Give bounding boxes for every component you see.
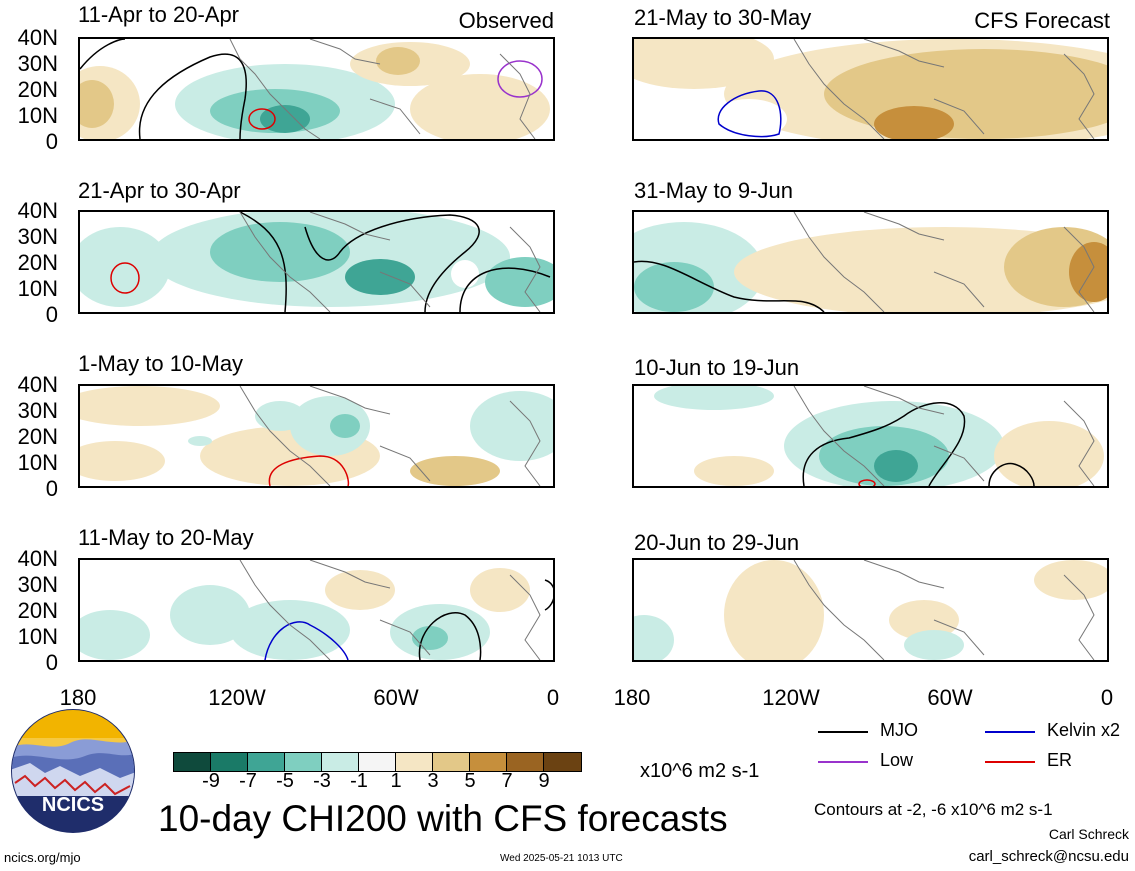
contours-note: Contours at -2, -6 x10^6 m2 s-1 bbox=[814, 800, 1053, 819]
map-panel-31may-9jun bbox=[632, 210, 1109, 314]
email[interactable]: carl_schreck@ncsu.edu bbox=[968, 848, 1129, 865]
logo-text: NCICS bbox=[42, 794, 104, 816]
legend-label-mjo: MJO bbox=[880, 720, 918, 740]
forecast-label: CFS Forecast bbox=[974, 8, 1110, 33]
legend-label-kelvin: Kelvin x2 bbox=[1047, 720, 1121, 740]
legend-label-low: Low bbox=[880, 750, 914, 770]
colorbar-swatch bbox=[174, 753, 211, 771]
colorbar-swatch bbox=[211, 753, 248, 771]
colorbar-swatch bbox=[248, 753, 285, 771]
colorbar-swatch bbox=[322, 753, 359, 771]
legend-line-mjo bbox=[818, 731, 868, 733]
panel-title: 1-May to 10-May bbox=[78, 351, 244, 376]
colorbar-swatch bbox=[396, 753, 433, 771]
main-title: 10-day CHI200 with CFS forecasts bbox=[158, 798, 728, 839]
site-link[interactable]: ncics.org/mjo bbox=[4, 850, 81, 865]
colorbar-swatch bbox=[285, 753, 322, 771]
map-panel-1may-10may bbox=[78, 384, 555, 488]
author: Carl Schreck bbox=[1048, 826, 1129, 842]
panel-title: 21-Apr to 30-Apr bbox=[78, 178, 241, 203]
map-panel-11apr-20apr bbox=[78, 37, 555, 141]
legend-line-kelvin bbox=[985, 731, 1035, 733]
panel-title: 11-Apr to 20-Apr bbox=[78, 2, 240, 27]
map-panel-10jun-19jun bbox=[632, 384, 1109, 488]
colorbar-swatch bbox=[507, 753, 544, 771]
timestamp: Wed 2025-05-21 1013 UTC bbox=[500, 853, 623, 864]
ncics-logo: NCICS bbox=[10, 708, 136, 834]
colorbar-swatch bbox=[544, 753, 581, 771]
map-panel-11may-20may bbox=[78, 558, 555, 662]
colorbar-swatch bbox=[359, 753, 396, 771]
map-panel-20jun-29jun bbox=[632, 558, 1109, 662]
map-panel-21may-30may bbox=[632, 37, 1109, 141]
colorbar bbox=[173, 752, 582, 772]
colorbar-units: x10^6 m2 s-1 bbox=[640, 760, 760, 782]
legend-line-er bbox=[985, 761, 1035, 763]
panel-title: 10-Jun to 19-Jun bbox=[634, 355, 800, 380]
colorbar-swatch bbox=[470, 753, 507, 771]
panel-title: 11-May to 20-May bbox=[78, 525, 254, 550]
legend-label-er: ER bbox=[1047, 750, 1073, 770]
panel-title: 20-Jun to 29-Jun bbox=[634, 530, 800, 555]
legend-line-low bbox=[818, 761, 868, 763]
panel-title: 31-May to 9-Jun bbox=[634, 178, 793, 203]
observed-label: Observed bbox=[458, 8, 554, 33]
panel-title: 21-May to 30-May bbox=[634, 5, 812, 30]
colorbar-swatch bbox=[433, 753, 470, 771]
map-panel-21apr-30apr bbox=[78, 210, 555, 314]
